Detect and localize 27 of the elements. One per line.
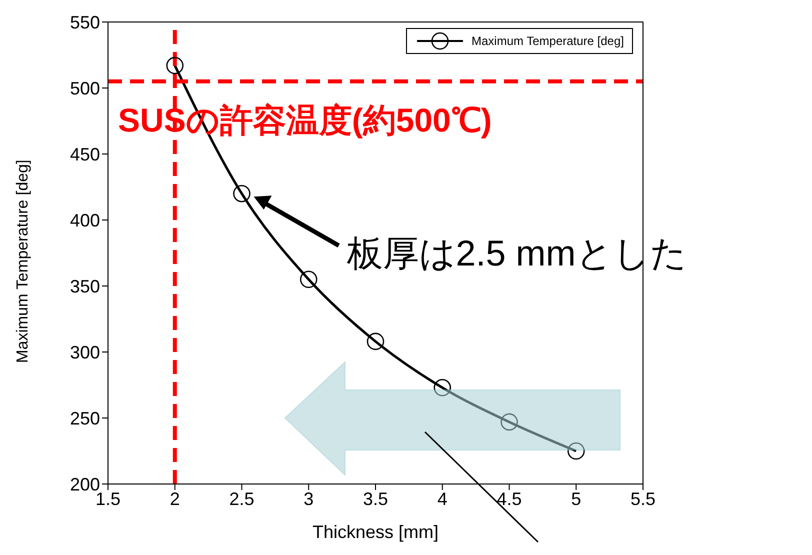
y-tick-label: 550 — [70, 12, 100, 32]
point — [567, 442, 585, 460]
y-tick-label: 300 — [70, 342, 100, 362]
point — [166, 56, 184, 74]
x-tick-label: 4.5 — [496, 488, 522, 509]
x-tick-label: 3.5 — [362, 488, 388, 509]
x-tick-label: 4 — [437, 488, 448, 509]
x-axis-title: Thickness [mm] — [312, 522, 439, 542]
y-axis-title: Maximum Temperature [deg] — [14, 160, 32, 363]
x-tick-label: 5 — [571, 488, 582, 509]
y-tick-label: 450 — [70, 144, 100, 164]
legend-label: Maximum Temperature [deg] — [471, 34, 624, 48]
y-tick-label: 350 — [70, 276, 100, 296]
point — [300, 270, 318, 288]
x-tick-label: 2 — [170, 488, 180, 509]
y-tick-label: 200 — [70, 474, 100, 494]
point — [233, 184, 250, 202]
x-tick-label: 2.5 — [229, 488, 254, 509]
x-tick-label: 3 — [304, 488, 314, 509]
x-tick-label: 5.5 — [630, 488, 656, 509]
y-tick-label: 250 — [70, 408, 100, 428]
point — [500, 413, 518, 431]
point — [434, 378, 452, 396]
y-tick-label: 400 — [70, 210, 100, 230]
y-tick-label: 500 — [70, 78, 100, 98]
annotation: 板厚は2.5 mmとした — [346, 232, 687, 274]
point — [366, 332, 384, 350]
